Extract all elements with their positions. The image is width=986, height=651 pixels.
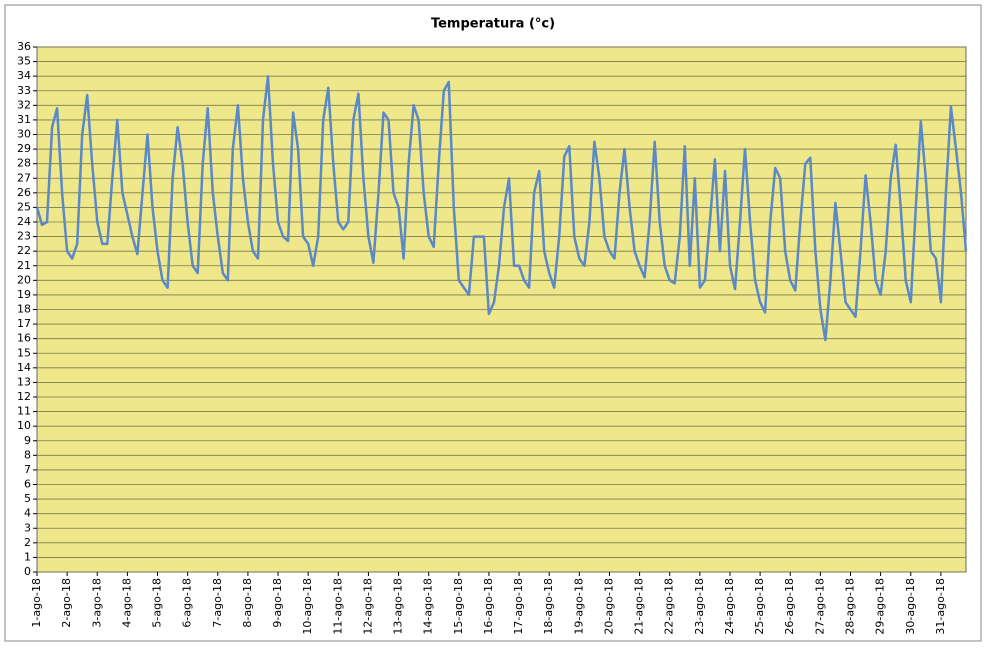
y-tick-label: 14 (17, 361, 31, 374)
y-tick-label: 12 (17, 390, 31, 403)
x-tick-label: 26-ago-18 (783, 578, 796, 635)
y-tick-label: 35 (17, 55, 31, 68)
y-tick-label: 9 (24, 434, 31, 447)
y-tick-label: 15 (17, 346, 31, 359)
x-tick-label: 1-ago-18 (30, 578, 43, 628)
x-tick-label: 13-ago-18 (392, 578, 405, 635)
y-tick-label: 28 (17, 157, 31, 170)
y-tick-label: 2 (24, 536, 31, 549)
y-tick-label: 21 (17, 259, 31, 272)
x-tick-label: 29-ago-18 (874, 578, 887, 635)
y-tick-label: 30 (17, 128, 31, 141)
line-series (35, 74, 968, 342)
x-tick-label: 4-ago-18 (120, 578, 133, 628)
y-tick-label: 17 (17, 317, 31, 330)
x-tick-label: 2-ago-18 (60, 578, 73, 628)
y-tick-label: 19 (17, 288, 31, 301)
x-tick-label: 15-ago-18 (452, 578, 465, 635)
x-tick-label: 5-ago-18 (151, 578, 164, 628)
x-tick-label: 31-ago-18 (934, 578, 947, 635)
y-tick-label: 29 (17, 142, 31, 155)
y-tick-label: 33 (17, 84, 31, 97)
y-tick-label: 4 (24, 507, 31, 520)
y-tick-label: 5 (24, 492, 31, 505)
y-tick-label: 27 (17, 171, 31, 184)
x-tick-label: 10-ago-18 (301, 578, 314, 635)
y-tick-label: 6 (24, 478, 31, 491)
x-tick-label: 3-ago-18 (90, 578, 103, 628)
x-tick-label: 27-ago-18 (813, 578, 826, 635)
y-tick-label: 18 (17, 303, 31, 316)
y-tick-label: 25 (17, 200, 31, 213)
x-tick-label: 6-ago-18 (181, 578, 194, 628)
y-tick-label: 11 (17, 405, 31, 418)
y-tick-label: 34 (17, 69, 31, 82)
x-tick-label: 21-ago-18 (633, 578, 646, 635)
x-tick-label: 17-ago-18 (512, 578, 525, 635)
x-tick-label: 8-ago-18 (241, 578, 254, 628)
y-tick-label: 24 (17, 215, 31, 228)
x-tick-label: 22-ago-18 (663, 578, 676, 635)
y-tick-label: 0 (24, 565, 31, 578)
x-tick-label: 12-ago-18 (361, 578, 374, 635)
x-tick-label: 20-ago-18 (602, 578, 615, 635)
chart-title: Temperatura (°c) (431, 17, 555, 32)
y-tick-label: 16 (17, 332, 31, 345)
x-tick-label: 18-ago-18 (542, 578, 555, 635)
y-tick-label: 20 (17, 273, 31, 286)
y-tick-label: 23 (17, 230, 31, 243)
x-tick-label: 11-ago-18 (331, 578, 344, 635)
y-tick-label: 22 (17, 244, 31, 257)
x-tick-label: 7-ago-18 (211, 578, 224, 628)
x-tick-label: 28-ago-18 (844, 578, 857, 635)
x-tick-label: 30-ago-18 (904, 578, 917, 635)
x-tick-label: 16-ago-18 (482, 578, 495, 635)
y-tick-label: 10 (17, 419, 31, 432)
y-tick-label: 7 (24, 463, 31, 476)
x-tick-label: 23-ago-18 (693, 578, 706, 635)
x-tick-label: 19-ago-18 (572, 578, 585, 635)
y-tick-label: 3 (24, 521, 31, 534)
y-tick-label: 36 (17, 40, 31, 53)
x-tick-label: 14-ago-18 (422, 578, 435, 635)
x-tick-label: 25-ago-18 (753, 578, 766, 635)
y-tick-label: 26 (17, 186, 31, 199)
x-tick-label: 24-ago-18 (723, 578, 736, 635)
y-tick-label: 8 (24, 448, 31, 461)
y-tick-label: 13 (17, 375, 31, 388)
y-tick-label: 32 (17, 98, 31, 111)
x-tick-label: 9-ago-18 (271, 578, 284, 628)
y-tick-label: 1 (24, 550, 31, 563)
y-tick-label: 31 (17, 113, 31, 126)
